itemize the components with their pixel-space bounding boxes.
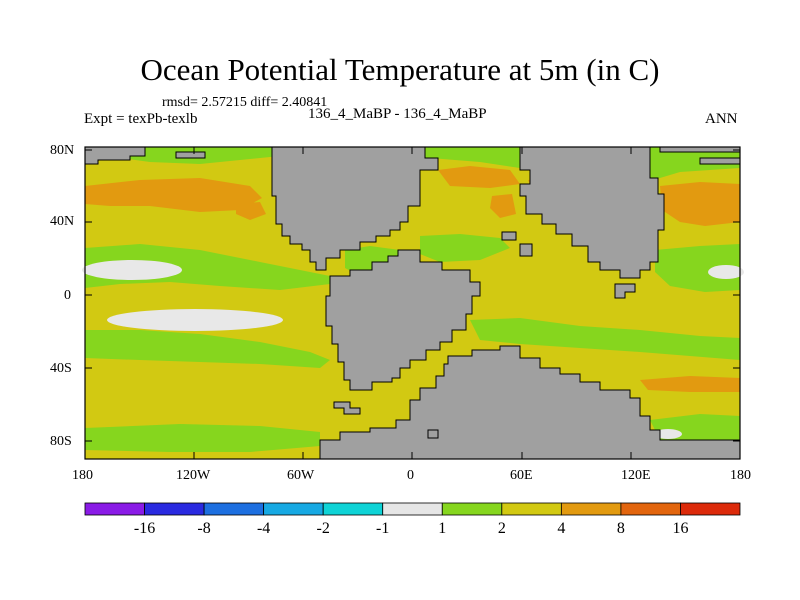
colorbar-label: 16 <box>672 520 689 537</box>
land-northern-continent <box>271 146 439 271</box>
lat-label-40s: 40S <box>50 361 72 376</box>
colorbar <box>84 502 741 516</box>
land-southwest-continent <box>325 249 481 391</box>
colorbar-label: -8 <box>197 520 211 537</box>
land-island-mid <box>614 283 636 299</box>
colorbar-swatch <box>263 502 324 516</box>
land-arctic-west <box>84 146 146 165</box>
orange-arctic <box>438 166 520 188</box>
colorbar-swatch <box>84 502 145 516</box>
lon-label-120e: 120E <box>621 468 651 483</box>
colorbar-label: -2 <box>316 520 330 537</box>
land-east-patch <box>699 157 741 165</box>
white-east-pacific <box>708 265 744 279</box>
lon-label-60w: 60W <box>287 468 315 483</box>
colorbar-swatch <box>560 502 622 516</box>
lon-label-60e: 60E <box>510 468 533 483</box>
white-north-pacific <box>82 260 182 280</box>
land-peninsula-1 <box>333 401 361 415</box>
orange-north-pacific <box>660 182 740 226</box>
colorbar-swatch <box>203 502 265 516</box>
lat-label-80s: 80S <box>50 434 72 449</box>
green-band-indian <box>470 318 740 360</box>
map-ticks <box>85 147 740 459</box>
white-south-pacific <box>107 309 283 331</box>
land-small-arctic-east <box>659 146 741 153</box>
colorbar-label: 4 <box>557 520 566 537</box>
lat-label-80n: 80N <box>50 143 75 158</box>
orange-north-atlantic-2 <box>236 202 266 220</box>
orange-tethys <box>490 194 516 218</box>
land-island-tethys <box>501 231 517 241</box>
green-atlantic-eq <box>345 246 405 276</box>
land-island-south-atlantic <box>427 429 439 439</box>
lat-label-eq: 0 <box>64 288 71 303</box>
colorbar-swatch <box>322 502 384 516</box>
colorbar-label: 1 <box>438 520 447 537</box>
rmsd-diff-stats: rmsd= 2.57215 diff= 2.40841 <box>162 95 328 110</box>
colorbar-label: 8 <box>616 520 625 537</box>
green-mediterranean <box>420 234 510 262</box>
colorbar-label: -1 <box>376 520 390 537</box>
colorbar-swatch <box>441 502 503 516</box>
land-island-tethys-2 <box>519 243 533 257</box>
lon-label-180e: 180 <box>730 468 751 483</box>
lon-label-120w: 120W <box>176 468 211 483</box>
plot-title: Ocean Potential Temperature at 5m (in C) <box>140 52 660 87</box>
white-southern <box>654 429 682 439</box>
land-greenland-strip <box>175 151 206 159</box>
colorbar-swatch <box>620 502 681 516</box>
lat-label-40n: 40N <box>50 214 75 229</box>
colorbar-label: 2 <box>497 520 506 537</box>
colorbar-label: -16 <box>133 520 156 537</box>
green-southern-ocean <box>85 424 320 452</box>
colorbar-swatch <box>144 502 205 516</box>
green-band-north-pacific-east <box>655 244 740 292</box>
colorbar-label: -4 <box>256 520 271 537</box>
lon-label-0: 0 <box>407 468 414 483</box>
lon-label-180w: 180 <box>72 468 93 483</box>
land-southeast-continent <box>319 345 741 460</box>
colorbar-swatch <box>501 502 562 516</box>
orange-north-atlantic <box>85 178 262 212</box>
colorbar-swatch <box>382 502 443 516</box>
experiment-label: Expt = texPb-texlb <box>84 111 198 127</box>
colorbar-swatch <box>680 502 741 516</box>
land-northern-east-continent <box>519 146 665 279</box>
orange-south-indian <box>640 376 740 392</box>
season-label: ANN <box>705 111 738 127</box>
case-label: 136_4_MaBP - 136_4_MaBP <box>308 106 487 122</box>
green-band-south <box>85 330 330 368</box>
